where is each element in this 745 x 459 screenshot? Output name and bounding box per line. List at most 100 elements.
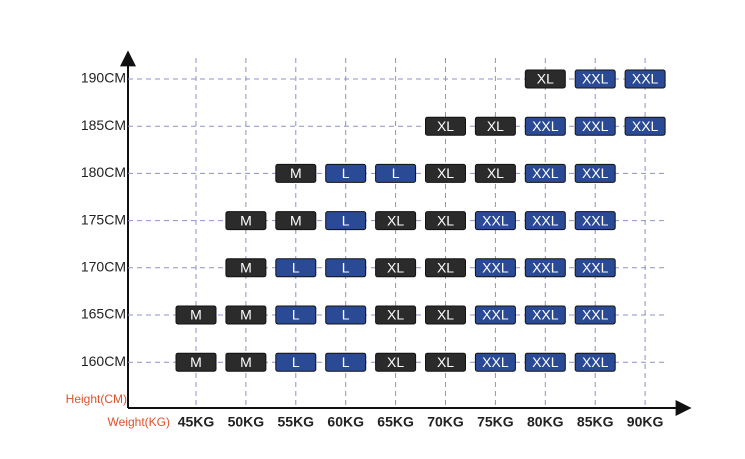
size-label: XXL: [532, 165, 559, 181]
column-label: 60KG: [327, 414, 364, 430]
row-label: 175CM: [81, 211, 126, 227]
size-label: XXL: [482, 260, 509, 276]
size-label: XL: [437, 354, 454, 370]
size-cell: [375, 305, 417, 325]
row-label: 190CM: [81, 70, 126, 86]
size-cell: [425, 258, 466, 278]
size-label: M: [190, 307, 202, 323]
size-label: L: [342, 354, 350, 370]
size-cell: [574, 69, 616, 89]
size-cell: [275, 258, 317, 278]
size-label: XXL: [632, 118, 659, 134]
size-label: XXL: [582, 71, 609, 87]
size-label: XXL: [582, 118, 609, 134]
size-label: XL: [437, 118, 454, 134]
size-label: XL: [437, 260, 454, 276]
size-cell: [275, 352, 317, 372]
size-cell: [325, 258, 367, 278]
size-cell: [425, 116, 466, 136]
size-label: XXL: [532, 354, 559, 370]
size-label: XL: [437, 212, 454, 228]
size-label: XXL: [582, 165, 609, 181]
size-label: L: [342, 165, 350, 181]
size-cell: [325, 163, 367, 183]
size-cell: [425, 352, 466, 372]
size-label: XL: [437, 307, 454, 323]
size-label: XL: [487, 165, 504, 181]
size-cell: [225, 352, 267, 372]
size-cell: [474, 163, 516, 183]
size-label: L: [392, 165, 400, 181]
size-label: XXL: [582, 354, 609, 370]
size-label: XXL: [582, 212, 609, 228]
size-cell: [574, 116, 616, 136]
size-label: M: [240, 212, 252, 228]
size-cell: [225, 211, 267, 231]
size-cell: [275, 163, 317, 183]
column-label: 85KG: [577, 414, 614, 430]
size-cell: [375, 163, 417, 183]
size-cell: [225, 305, 267, 325]
size-label: XXL: [582, 307, 609, 323]
size-label: M: [290, 212, 302, 228]
size-cell: [474, 305, 516, 325]
size-cell: [524, 305, 566, 325]
size-label: L: [342, 212, 350, 228]
size-cell: [275, 305, 317, 325]
size-label: XL: [387, 260, 404, 276]
size-cell: [524, 69, 566, 89]
size-cell: [574, 305, 616, 325]
size-cell: [524, 116, 566, 136]
size-label: XL: [387, 212, 404, 228]
size-cell: [474, 116, 516, 136]
column-label: 55KG: [278, 414, 315, 430]
size-label: M: [240, 260, 252, 276]
size-label: XL: [537, 71, 554, 87]
column-label: 80KG: [527, 414, 564, 430]
size-cell: [325, 352, 367, 372]
column-label: 75KG: [477, 414, 514, 430]
row-label: 180CM: [81, 164, 126, 180]
size-cell: [574, 352, 616, 372]
size-label: XXL: [482, 307, 509, 323]
size-cell: [425, 211, 466, 231]
size-label: L: [292, 307, 300, 323]
row-label: 160CM: [81, 353, 126, 369]
size-label: M: [190, 354, 202, 370]
size-label: L: [342, 260, 350, 276]
size-label: XXL: [482, 212, 509, 228]
size-label: XL: [387, 307, 404, 323]
size-cell: [524, 163, 566, 183]
size-cell: [225, 258, 267, 278]
size-cell: [474, 258, 516, 278]
size-cell: [474, 352, 516, 372]
size-label: XXL: [532, 118, 559, 134]
size-label: XXL: [482, 354, 509, 370]
size-label: XL: [437, 165, 454, 181]
column-label: 45KG: [178, 414, 215, 430]
size-cell: [325, 305, 367, 325]
size-label: M: [240, 354, 252, 370]
size-label: L: [292, 260, 300, 276]
size-cell: [624, 116, 666, 136]
size-cell: [524, 211, 566, 231]
size-label: M: [240, 307, 252, 323]
column-label: 65KG: [377, 414, 414, 430]
size-cell: [175, 305, 217, 325]
size-cell: [425, 305, 466, 325]
size-label: XXL: [632, 71, 659, 87]
size-label: XXL: [532, 212, 559, 228]
size-label: XXL: [582, 260, 609, 276]
size-cell: [275, 211, 317, 231]
x-axis-label: Weight(KG): [108, 415, 170, 429]
size-cell: [574, 258, 616, 278]
size-cell: [375, 211, 417, 231]
size-cell: [474, 211, 516, 231]
row-label: 185CM: [81, 117, 126, 133]
size-cell: [524, 258, 566, 278]
size-label: XXL: [532, 260, 559, 276]
row-label: 165CM: [81, 306, 126, 322]
row-label: 170CM: [81, 259, 126, 275]
size-label: XXL: [532, 307, 559, 323]
